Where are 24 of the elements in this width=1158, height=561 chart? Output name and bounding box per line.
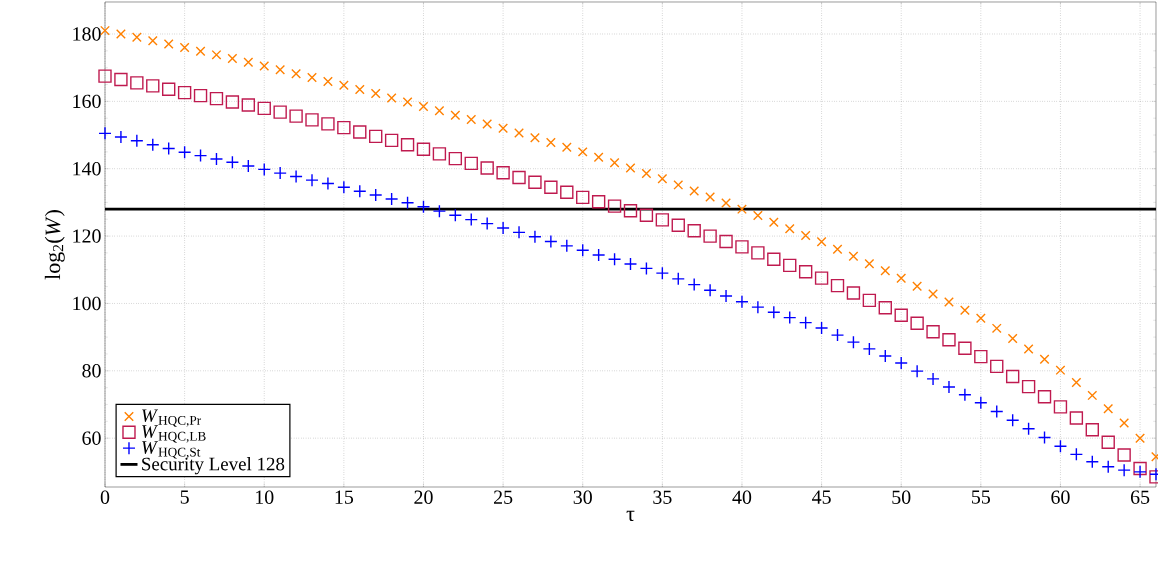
y-tick-label: 160 [73,94,101,109]
x-tick-label: 55 [972,490,991,504]
x-tick-label: 15 [335,490,354,504]
y-tick-label: 100 [73,296,101,311]
x-tick-label: 45 [812,490,831,504]
y-axis-title: log$_{2}$(W) [44,210,65,280]
x-tick-label: 0 [100,490,110,504]
x-tick-label: 50 [892,490,911,504]
x-tick-label: 5 [180,490,189,504]
y-tick-label: 80 [82,364,101,378]
y-tick-label: 140 [73,161,101,176]
y-tick-label: 180 [73,27,101,41]
x-tick-label: 40 [732,490,752,504]
x-tick-label: 35 [653,490,672,504]
x-tick-label: 65 [1130,490,1150,504]
x-tick-label: 30 [573,490,592,504]
x-tick-label: 20 [414,490,433,504]
x-tick-label: 25 [494,490,513,504]
x-tick-label: 10 [256,490,274,504]
x-axis-title: τ [626,510,635,522]
y-tick-label: 60 [82,431,101,445]
x-tick-label: 60 [1051,490,1070,504]
y-tick-label: 120 [73,229,101,243]
legend-label: Security Level 128 [142,457,285,475]
